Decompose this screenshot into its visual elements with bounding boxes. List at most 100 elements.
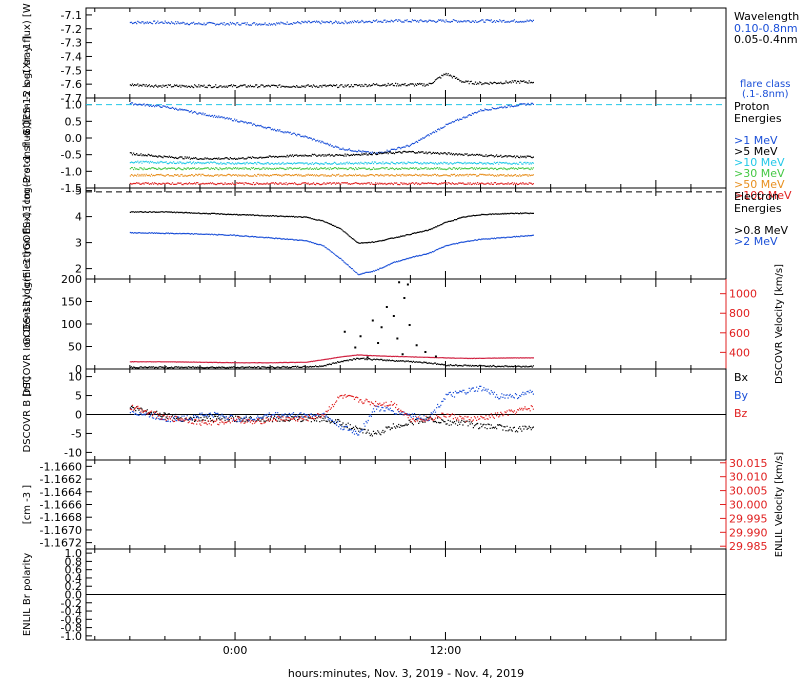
scatter-point (385, 306, 388, 308)
y-tick-label: -7.2 (61, 23, 82, 36)
series-1 (129, 102, 535, 155)
legend-entry: By (734, 389, 749, 402)
legend-title: Energies (734, 112, 782, 125)
y-tick-label: 4 (75, 211, 82, 224)
x-tick-label: 0:00 (223, 644, 248, 657)
legend-title: Proton (734, 100, 769, 113)
legend-entry: Bz (734, 407, 748, 420)
y-axis-label: GOES-13 log(Electron flux) [cm -2 s -1 s… (22, 122, 33, 345)
y-tick-label: 0.4 (65, 572, 83, 585)
right-y-tick-label: 30.015 (729, 457, 768, 470)
series-3 (129, 160, 535, 166)
y-tick-label: -1.1662 (40, 473, 82, 486)
y-tick-label: -0.8 (61, 622, 82, 635)
panel-2: 1.0 0.5 0.0 -0.5 -1.0 -1.5 GOES-13 log(Proton … (22, 36, 792, 251)
y-tick-label: 50 (68, 341, 82, 354)
scatter-point (398, 281, 401, 284)
y-tick-label: -7.3 (61, 37, 82, 50)
y-tick-label: 0.2 (65, 580, 83, 593)
series-6 (129, 182, 535, 186)
y-tick-label: 10 (68, 371, 82, 384)
y-tick-label: -1.1670 (40, 524, 82, 537)
legend-entry: 0.05-0.4nm (734, 33, 798, 46)
y-tick-label: -0.4 (61, 605, 82, 618)
series-3 (129, 394, 535, 426)
panel-frame (85, 459, 727, 550)
y-tick-label: 5 (75, 185, 82, 198)
y-tick-label: 0.6 (65, 564, 83, 577)
y-tick-label: 0 (75, 409, 82, 422)
y-tick-label: -7.1 (61, 9, 82, 22)
scatter-point (415, 344, 418, 347)
right-y-tick-label: 30.010 (729, 471, 768, 484)
legend-entry: >10 MeV (734, 156, 785, 169)
y-tick-label: -1.1668 (40, 511, 82, 524)
right-y-axis-label: ENLIL Velocity [km/s] (774, 452, 785, 557)
y-tick-label: 200 (61, 273, 82, 286)
right-y-tick-label: 400 (729, 346, 750, 359)
y-axis-label: DSCOVR B [nT] (22, 376, 33, 452)
right-y-axis-label: DSCOVR Velocity [km/s] (774, 264, 785, 384)
right-y-tick-label: 30.000 (729, 499, 768, 512)
y-axis-label: GOES-15 log(Xray flux) [W m -2 ] (22, 0, 33, 136)
series-2 (129, 231, 535, 276)
panel-3: 5 4 3 2 GOES-13 log(Electron flux) [cm -2 s … (22, 122, 788, 345)
legend-title: Electron (734, 190, 779, 203)
x-tick-label: 12:00 (430, 644, 462, 657)
y-tick-label: 150 (61, 296, 82, 309)
right-y-tick-label: 29.990 (729, 526, 768, 539)
legend-entry: >0.8 MeV (734, 224, 788, 237)
right-y-tick-label: 800 (729, 307, 750, 320)
y-tick-label: -5 (71, 427, 82, 440)
scatter-point (401, 353, 404, 356)
scatter-point (396, 337, 399, 340)
scatter-point (408, 324, 411, 326)
flare-class-label: flare class (740, 79, 790, 90)
y-tick-label: 0.0 (65, 589, 83, 602)
y-tick-label: 0.0 (65, 132, 83, 145)
series-2 (129, 72, 535, 89)
right-y-tick-label: 29.985 (729, 540, 768, 553)
scatter-point (354, 346, 357, 349)
y-axis-label: DSCOVR Ion Density [cm -3 ] (22, 251, 33, 396)
y-tick-label: -1.5 (61, 182, 82, 195)
scatter-point (403, 297, 406, 299)
y-axis-label: GOES-13 log(Proton flux) [cm -2 s -1 sr … (22, 36, 33, 251)
scatter-point (424, 351, 427, 353)
scatter-point (380, 326, 383, 329)
y-tick-label: -1.1672 (40, 537, 82, 550)
y-tick-label: -7.6 (61, 78, 82, 91)
legend-entry: >1 MeV (734, 134, 778, 147)
y-tick-label: -1.0 (61, 165, 82, 178)
y-tick-label: 100 (61, 318, 82, 331)
y-tick-label: -1.1660 (40, 460, 82, 473)
legend-entry: 0.10-0.8nm (734, 22, 798, 35)
series-2 (129, 150, 535, 160)
scatter-point (371, 319, 374, 322)
y-axis-label: ENLIL Br polarity (22, 553, 33, 636)
panel-1: -7.1-7.2-7.3-7.4-7.5-7.6-7.7 GOES-15 log(… (22, 0, 799, 136)
legend-entry: >5 MeV (734, 145, 778, 158)
scatter-point (359, 335, 362, 338)
y-tick-label: 0 (75, 363, 82, 376)
panel-4: 200 150 100 50 0 1000 800 600 400 DSCOVR Velocity… (22, 251, 785, 396)
scatter-point (366, 356, 369, 359)
y-tick-label: -0.5 (61, 149, 82, 162)
flare-class-label: (.1-.8nm) (742, 89, 789, 100)
y-tick-label: -7.4 (61, 50, 82, 63)
series-4 (129, 167, 535, 171)
legend-entry: >50 MeV (734, 178, 785, 191)
legend-entry: >30 MeV (734, 167, 785, 180)
y-tick-label: -7.7 (61, 92, 82, 105)
y-tick-label: -1.0 (61, 630, 82, 643)
right-y-tick-label: 600 (729, 327, 750, 340)
panel-7: 1.00.80.60.40.20.0-0.2-0.4-0.6-0.8-1.0 EN… (22, 547, 727, 643)
series-5 (129, 173, 535, 177)
panel-frame (85, 7, 727, 99)
y-tick-label: 0.5 (65, 115, 83, 128)
series-2 (129, 354, 535, 364)
series-1 (129, 211, 535, 244)
y-tick-label: 1.0 (65, 99, 83, 112)
y-tick-label: 5 (75, 390, 82, 403)
right-y-tick-label: 30.005 (729, 485, 768, 498)
